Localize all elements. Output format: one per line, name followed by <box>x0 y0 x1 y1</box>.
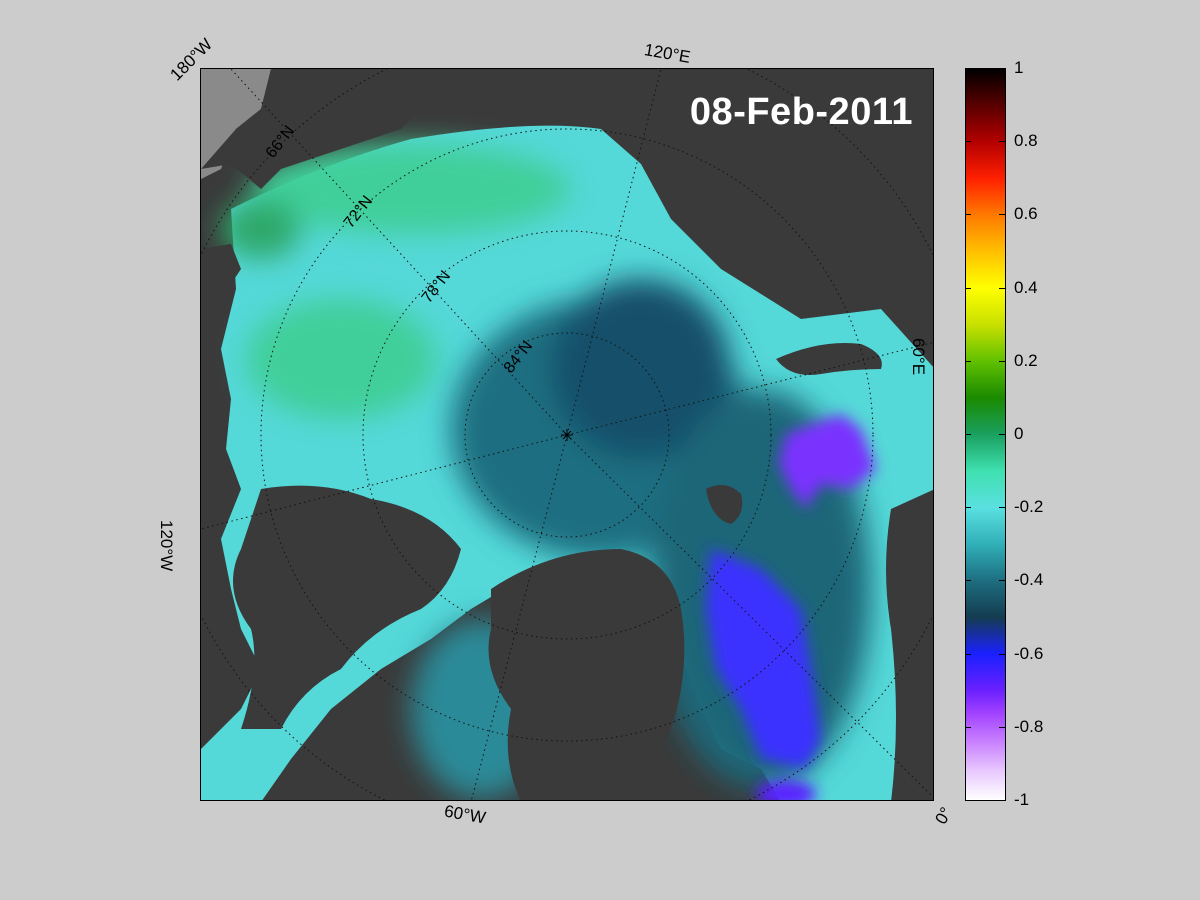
siberian-shelf-anomaly <box>251 144 571 234</box>
colorbar-tick-mark <box>965 580 971 582</box>
chukotka <box>201 69 431 189</box>
map-panel: 66°N 72°N 78°N 84°N 08-Feb-2011 <box>200 68 934 801</box>
colorbar-tick-mark <box>965 726 971 728</box>
southern-negative-patch <box>756 780 816 800</box>
date-label: 08-Feb-2011 <box>689 91 913 133</box>
colorbar-tick-mark <box>965 68 971 69</box>
lon-label-120e: 120°E <box>642 40 692 67</box>
colorbar-tick-mark <box>999 68 1005 69</box>
eurasia-north <box>611 69 933 309</box>
colorbar-tick-label: 0.8 <box>1014 131 1038 151</box>
north-pole-marker <box>561 429 573 441</box>
kara-sea-negative-patch <box>779 414 876 509</box>
colorbar-tick-mark <box>965 434 971 435</box>
colorbar-tick-label: 0.4 <box>1014 277 1038 297</box>
alaska-coast <box>201 244 241 309</box>
colorbar-tick-mark <box>965 141 971 143</box>
colorbar-tick-mark <box>999 653 1005 655</box>
colorbar-tick-mark <box>999 360 1005 362</box>
colorbar-tick-mark <box>965 507 971 509</box>
lat-circle-84 <box>464 332 670 538</box>
lon-label-120w: 120°W <box>157 520 176 572</box>
coastal-anomaly <box>221 199 301 259</box>
pole-anomaly <box>551 279 731 459</box>
barents-negative-patch <box>706 549 821 769</box>
lon-label-0: 0° <box>931 803 956 828</box>
colorbar-tick-label: -0.4 <box>1014 570 1044 590</box>
colorbar-tick-mark <box>965 287 971 289</box>
meridian-60w <box>471 434 568 800</box>
colorbar-tick-label: 0.2 <box>1014 350 1038 370</box>
colorbar-tick-mark <box>999 507 1005 509</box>
novaya-zemlya <box>776 343 882 375</box>
svalbard <box>706 485 743 524</box>
lat-circle-72 <box>260 128 874 742</box>
land-masses <box>201 69 933 800</box>
meridian-60e <box>566 341 933 436</box>
colorbar-tick-mark <box>999 800 1005 801</box>
beaufort-anomaly <box>246 299 436 419</box>
colorbar-tick-mark <box>999 141 1005 143</box>
colorbar-tick-mark <box>999 580 1005 582</box>
colorbar-tick-mark <box>965 360 971 362</box>
polar-projection-map: 66°N 72°N 78°N 84°N <box>201 69 933 800</box>
colorbar-tick-mark <box>999 726 1005 728</box>
scandinavia <box>886 489 933 800</box>
colorbar-tick-mark <box>999 287 1005 289</box>
colorbar-tick-label: 0.6 <box>1014 204 1038 224</box>
colorbar-tick-label: -0.8 <box>1014 716 1044 736</box>
lon-label-60e: 60°E <box>909 338 928 376</box>
colorbar-tick-mark <box>999 434 1005 435</box>
colorbar-tick-mark <box>999 214 1005 216</box>
colorbar-tick-label: -0.2 <box>1014 497 1044 517</box>
canadian-archipelago <box>233 485 461 729</box>
colorbar-tick-label: -0.6 <box>1014 643 1044 663</box>
colorbar-tick-mark <box>965 214 971 216</box>
colorbar-tick-label: -1 <box>1014 790 1030 809</box>
lon-label-60w: 60°W <box>442 801 488 828</box>
lat-circle-78 <box>362 230 772 640</box>
meridian-0 <box>566 434 933 798</box>
colorbar-tick-mark <box>965 653 971 655</box>
greenland <box>488 549 685 800</box>
colorbar-tick-label: 0 <box>1014 424 1024 443</box>
graticule <box>201 69 933 800</box>
colorbar-tick-mark <box>965 800 971 801</box>
colorbar-tick-label: 1 <box>1014 58 1024 77</box>
